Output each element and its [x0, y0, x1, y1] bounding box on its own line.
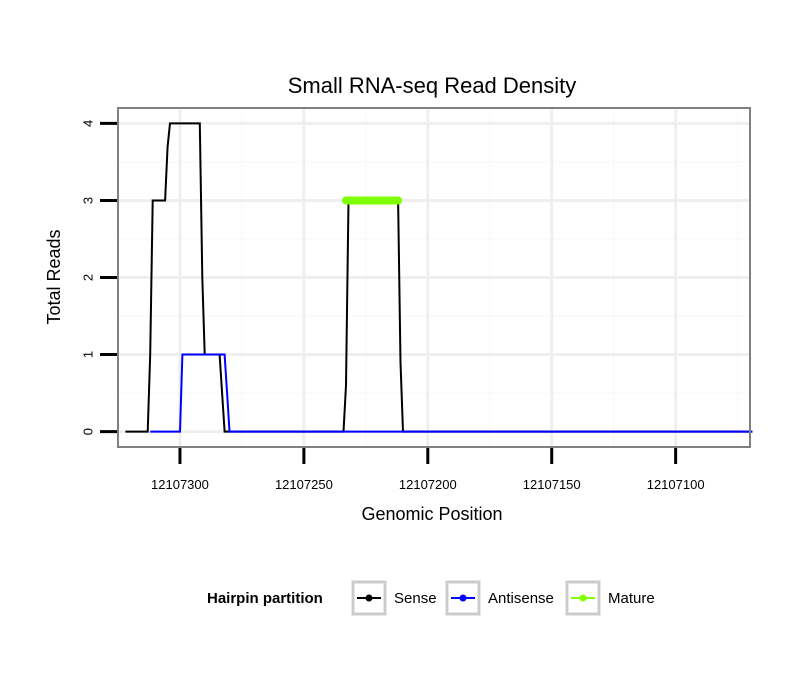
axis-ticks: 12107300 12107250 12107200 12107150 12107100… [81, 120, 705, 492]
legend-title: Hairpin partition [207, 590, 323, 607]
legend-item-mature: Mature [565, 580, 655, 616]
legend: Hairpin partition Sense Antisense Mature [207, 580, 655, 616]
legend-key-point [365, 594, 373, 602]
y-axis-label: Total Reads [44, 229, 64, 324]
legend-key-point [579, 594, 587, 602]
x-tick-label: 12107300 [151, 477, 209, 492]
legend-item-sense: Sense [351, 580, 437, 616]
y-tick-label: 3 [81, 197, 96, 204]
x-axis-label: Genomic Position [361, 504, 502, 524]
x-tick-label: 12107150 [523, 477, 581, 492]
x-tick-label: 12107250 [275, 477, 333, 492]
series-line-antisense [150, 353, 753, 433]
legend-label: Sense [394, 590, 437, 607]
chart-title: Small RNA-seq Read Density [288, 73, 577, 98]
y-tick-label: 1 [81, 351, 96, 358]
y-tick-label: 4 [81, 120, 96, 127]
grid-lines [117, 108, 750, 447]
legend-label: Mature [608, 590, 655, 607]
x-tick-label: 12107100 [647, 477, 705, 492]
y-tick-label: 2 [81, 274, 96, 281]
y-tick-label: 0 [81, 428, 96, 435]
legend-label: Antisense [488, 590, 554, 607]
plot-border [117, 107, 751, 448]
series-lines [125, 122, 753, 433]
x-tick-label: 12107200 [399, 477, 457, 492]
legend-item-antisense: Antisense [445, 580, 554, 616]
legend-key-point [459, 594, 467, 602]
